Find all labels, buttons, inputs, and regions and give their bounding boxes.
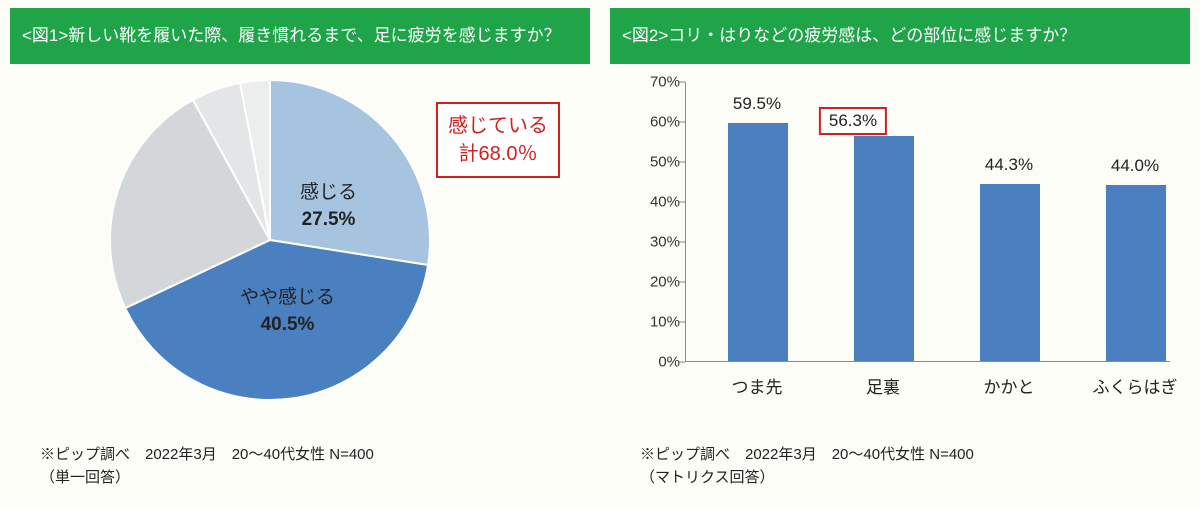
y-tick-mark-60	[679, 122, 685, 123]
bar-value-label-1: 56.3%	[819, 107, 887, 135]
figure-1-source: ※ピップ調べ 2022年3月 20～40代女性 N=400 （単一回答）	[40, 444, 374, 489]
pie-slice-label-1: やや感じる 40.5%	[240, 285, 335, 338]
y-tick-mark-50	[679, 162, 685, 163]
bar-2	[980, 184, 1040, 361]
bar-3	[1106, 185, 1166, 361]
bar-rect-2	[980, 184, 1040, 361]
y-tick-20: 20%	[630, 274, 680, 291]
y-tick-mark-20	[679, 282, 685, 283]
y-tick-10: 10%	[630, 314, 680, 331]
x-category-0: つま先	[697, 373, 817, 398]
y-tick-mark-30	[679, 242, 685, 243]
figure-1-pie-chart: 感じる 27.5% やや感じる 40.5%	[110, 80, 430, 400]
figure-1-callout: 感じている 計68.0％	[436, 102, 560, 178]
y-tick-0: 0%	[630, 354, 680, 371]
y-tick-50: 50%	[630, 154, 680, 171]
figure-1-title: <図1>新しい靴を履いた際、履き慣れるまで、足に疲労を感じますか？	[10, 8, 590, 64]
y-tick-mark-70	[679, 82, 685, 83]
bar-1	[854, 136, 914, 361]
bar-rect-0	[728, 123, 788, 361]
bar-value-label-0: 59.5%	[697, 94, 817, 114]
source-line-1: ※ピップ調べ 2022年3月 20～40代女性 N=400	[640, 444, 974, 467]
bar-rect-1	[854, 136, 914, 361]
source-line-2: （マトリクス回答）	[640, 467, 974, 490]
y-tick-60: 60%	[630, 114, 680, 131]
y-tick-mark-40	[679, 202, 685, 203]
y-tick-70: 70%	[630, 74, 680, 91]
callout-line-2: 計68.0％	[448, 140, 548, 168]
figure-2-bar-chart: 0%10%20%30%40%50%60%70%59.5%つま先56.3%足裏44…	[630, 82, 1180, 412]
source-line-1: ※ピップ調べ 2022年3月 20～40代女性 N=400	[40, 444, 374, 467]
pie-slice-0	[270, 80, 430, 265]
y-tick-40: 40%	[630, 194, 680, 211]
x-category-3: ふくらはぎ	[1075, 373, 1195, 398]
source-line-2: （単一回答）	[40, 467, 374, 490]
figure-2-title: <図2>コリ・はりなどの疲労感は、どの部位に感じますか？	[610, 8, 1190, 64]
panel-figure-1: <図1>新しい靴を履いた際、履き慣れるまで、足に疲労を感じますか？ 感じている …	[0, 0, 600, 509]
pie-slice-label-0: 感じる 27.5%	[300, 180, 357, 233]
bar-0	[728, 123, 788, 361]
bar-rect-3	[1106, 185, 1166, 361]
x-category-1: 足裏	[823, 373, 943, 398]
x-category-2: かかと	[949, 373, 1069, 398]
bar-value-label-2: 44.3%	[949, 155, 1069, 175]
bar-value-label-3: 44.0%	[1075, 156, 1195, 176]
callout-line-1: 感じている	[448, 112, 548, 140]
y-tick-mark-10	[679, 322, 685, 323]
figure-2-source: ※ピップ調べ 2022年3月 20～40代女性 N=400 （マトリクス回答）	[640, 444, 974, 489]
y-tick-mark-0	[679, 362, 685, 363]
y-tick-30: 30%	[630, 234, 680, 251]
bar-plot-area	[685, 82, 1170, 362]
panel-figure-2: <図2>コリ・はりなどの疲労感は、どの部位に感じますか？ 0% 10% 20% 30%…	[600, 0, 1200, 509]
